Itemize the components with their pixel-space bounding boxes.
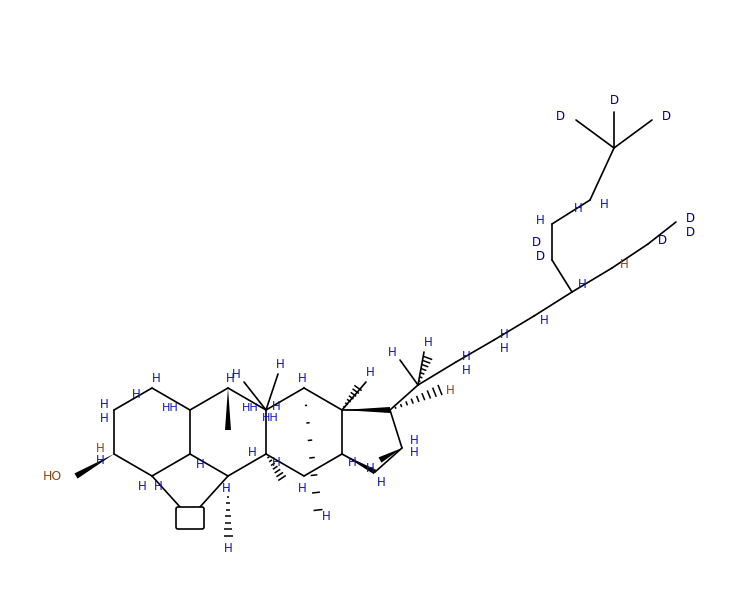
- Text: H: H: [578, 278, 586, 291]
- Text: H: H: [619, 258, 628, 271]
- Text: O: O: [185, 511, 195, 525]
- Text: H: H: [599, 198, 608, 211]
- Text: H: H: [365, 462, 374, 475]
- Text: H: H: [99, 411, 108, 424]
- Text: H: H: [462, 349, 471, 362]
- Text: H: H: [138, 480, 147, 493]
- Text: H: H: [276, 358, 285, 371]
- Text: H: H: [539, 314, 548, 327]
- Text: D: D: [531, 236, 541, 249]
- Text: H: H: [410, 446, 419, 458]
- Text: H: H: [225, 372, 234, 384]
- Text: H: H: [298, 372, 306, 384]
- Text: H: H: [424, 336, 433, 349]
- Text: D: D: [685, 211, 694, 224]
- Text: H: H: [410, 433, 419, 446]
- Text: H: H: [96, 442, 104, 455]
- Text: D: D: [556, 110, 565, 123]
- Text: H: H: [272, 400, 280, 413]
- Polygon shape: [342, 407, 390, 413]
- Text: H: H: [272, 455, 280, 468]
- Text: D: D: [609, 94, 619, 107]
- Text: H: H: [196, 458, 205, 471]
- Text: H: H: [536, 214, 545, 227]
- Text: HH: HH: [242, 403, 259, 413]
- Text: HH: HH: [262, 413, 279, 423]
- Text: H: H: [499, 327, 508, 340]
- Polygon shape: [75, 454, 114, 478]
- Text: H: H: [99, 397, 108, 410]
- Text: D: D: [662, 110, 671, 123]
- Text: H: H: [152, 372, 160, 384]
- Polygon shape: [342, 454, 376, 474]
- Polygon shape: [379, 448, 402, 462]
- Text: H: H: [499, 342, 508, 355]
- Text: D: D: [657, 233, 667, 246]
- Text: H: H: [222, 481, 230, 494]
- Text: H: H: [298, 481, 306, 494]
- Text: H: H: [365, 365, 374, 378]
- Text: HH: HH: [162, 403, 179, 413]
- Text: H: H: [462, 363, 471, 377]
- Text: H: H: [153, 480, 162, 493]
- FancyBboxPatch shape: [176, 507, 204, 529]
- Text: H: H: [348, 455, 356, 468]
- Text: H: H: [574, 201, 582, 214]
- Text: H: H: [224, 542, 233, 555]
- Text: H: H: [96, 453, 104, 466]
- Text: H: H: [132, 388, 140, 401]
- Text: D: D: [536, 249, 545, 262]
- Text: H: H: [376, 475, 385, 488]
- Text: H: H: [388, 346, 396, 359]
- Text: H: H: [445, 384, 454, 397]
- Polygon shape: [225, 388, 231, 430]
- Text: H: H: [247, 446, 256, 458]
- Text: H: H: [322, 510, 330, 523]
- Text: H: H: [232, 368, 240, 381]
- Text: D: D: [685, 226, 694, 239]
- Text: HO: HO: [43, 469, 62, 482]
